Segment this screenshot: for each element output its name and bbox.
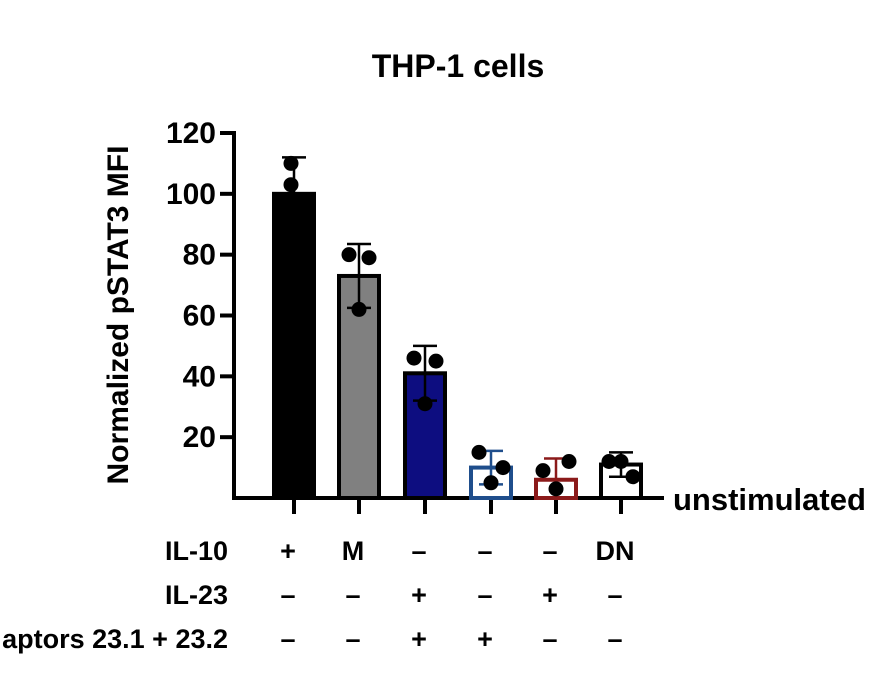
data-point: [471, 444, 487, 460]
condition-cell: +: [477, 624, 493, 654]
data-point: [341, 247, 357, 263]
data-point: [283, 177, 299, 193]
y-tick-label: 20: [183, 421, 216, 454]
y-axis-label: Normalized pSTAT3 MFI: [102, 146, 135, 485]
condition-row-label: IL-10: [165, 536, 228, 566]
condition-cell: –: [280, 580, 295, 610]
condition-cell: –: [280, 624, 295, 654]
condition-cell: –: [345, 580, 360, 610]
condition-cell: –: [607, 624, 622, 654]
data-point: [428, 353, 444, 369]
data-point: [495, 460, 511, 476]
chart-title: THP-1 cells: [372, 48, 545, 84]
data-point: [613, 454, 629, 469]
condition-cell: +: [411, 624, 427, 654]
condition-cell: –: [477, 536, 492, 566]
bars: [272, 155, 643, 501]
y-tick-label: 40: [183, 360, 216, 393]
condition-cell: –: [477, 580, 492, 610]
axes: 20 40 60 80 100 120: [166, 117, 664, 514]
condition-cell: –: [607, 580, 622, 610]
condition-cell: +: [542, 580, 558, 610]
data-point: [548, 481, 564, 497]
data-point: [361, 250, 377, 266]
data-point: [601, 454, 617, 469]
condition-table: IL-10 + M – – – DN IL-23 – – + – + – aptors 23.1 + 23.…: [2, 536, 634, 654]
condition-cell: +: [280, 536, 296, 566]
y-tick-label: 100: [166, 178, 216, 211]
baseline-label: unstimulated: [673, 482, 866, 517]
condition-cell: –: [542, 624, 557, 654]
data-point: [351, 301, 367, 317]
y-tick-label: 60: [183, 300, 216, 333]
data-point: [283, 155, 299, 171]
condition-cell: –: [542, 536, 557, 566]
y-tick-label: 80: [183, 239, 216, 272]
data-point: [483, 475, 499, 491]
condition-cell: –: [411, 536, 426, 566]
condition-cell: +: [411, 580, 427, 610]
data-point: [625, 469, 641, 485]
condition-row-label: aptors 23.1 + 23.2: [2, 624, 228, 654]
condition-cell: DN: [596, 536, 635, 566]
data-point: [561, 454, 577, 469]
data-point: [417, 396, 433, 412]
data-point: [406, 350, 422, 366]
condition-cell: M: [342, 536, 365, 566]
condition-cell: –: [345, 624, 360, 654]
data-point: [535, 463, 551, 479]
bar: [272, 191, 316, 500]
condition-row-label: IL-23: [165, 580, 228, 610]
y-tick-label: 120: [166, 117, 216, 150]
